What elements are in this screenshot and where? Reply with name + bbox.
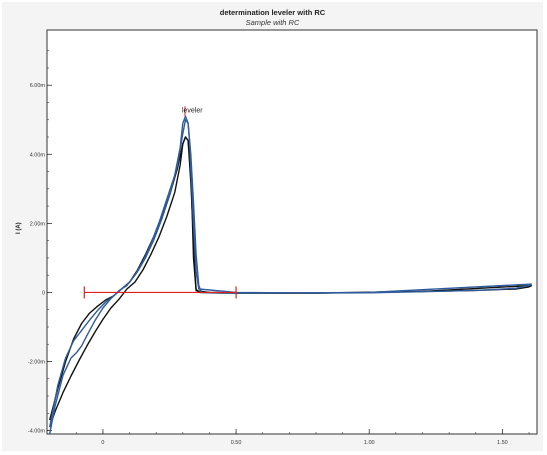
y-tick-label: 2.00m: [30, 221, 46, 227]
chart-subtitle: Sample with RC: [245, 18, 300, 27]
x-tick-label: 1.00: [364, 440, 375, 446]
chart-plot: -4.00m -2.00m 0 2.00m 4.00m 6.00m 0 0.50 1.00 1.5…: [28, 29, 538, 446]
plot-area: [46, 29, 538, 435]
x-tick-label: 0: [101, 440, 104, 446]
x-tick-label: 1.50: [497, 440, 508, 446]
y-tick-label: 4.00m: [30, 152, 46, 158]
y-tick-label: -4.00m: [28, 429, 46, 435]
chart-frame: determination leveler with RC Sample wit…: [2, 2, 543, 451]
y-tick-label: 6.00m: [30, 83, 46, 89]
peak-label: leveler: [182, 107, 203, 114]
y-tick-label: 0: [42, 290, 45, 296]
chart-title: determination leveler with RC: [219, 8, 326, 17]
y-tick-label: -2.00m: [28, 359, 46, 365]
series-line-4: [49, 119, 532, 428]
x-tick-label: 0.50: [231, 440, 242, 446]
